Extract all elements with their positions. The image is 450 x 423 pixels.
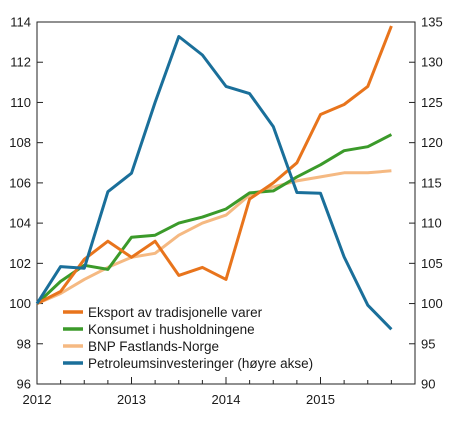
left-tick-label: 108 [9, 135, 31, 150]
left-tick-label: 110 [10, 95, 31, 110]
left-tick-label: 100 [9, 296, 31, 311]
legend: Eksport av tradisjonelle varer Konsumet … [63, 305, 313, 371]
x-tick-labels: 2012 2013 2014 2015 [23, 392, 335, 407]
series-line-eksport [36, 25, 393, 305]
left-tick-label: 112 [10, 55, 31, 70]
legend-label-bnp: BNP Fastlands-Norge [88, 339, 219, 354]
right-axis-tick-labels: 90 95 100 105 110 115 120 125 130 135 [421, 15, 443, 392]
left-tick-label: 98 [17, 336, 31, 351]
x-tick-marks [36, 377, 416, 384]
left-tick-label: 96 [17, 377, 31, 392]
left-tick-label: 102 [9, 256, 31, 271]
x-tick-label-2012: 2012 [23, 392, 52, 407]
series-lines [35, 25, 393, 331]
right-tick-label: 95 [421, 336, 435, 351]
series-line-konsum [35, 133, 393, 305]
right-tick-label: 120 [421, 135, 443, 150]
right-tick-label: 135 [421, 15, 443, 30]
left-tick-label: 106 [9, 175, 31, 190]
right-tick-label: 110 [421, 216, 442, 231]
series-line-petroleum [35, 35, 393, 331]
right-tick-label: 130 [421, 55, 443, 70]
right-tick-label: 90 [421, 377, 435, 392]
x-tick-label-2014: 2014 [212, 392, 241, 407]
legend-label-petroleum: Petroleumsinvesteringer (høyre akse) [88, 356, 313, 371]
left-tick-label: 114 [10, 15, 31, 30]
legend-label-konsum: Konsumet i husholdningene [88, 322, 255, 337]
left-axis-tick-labels: 96 98 100 102 104 106 108 110 112 114 [9, 15, 31, 392]
right-tick-label: 125 [421, 95, 443, 110]
x-tick-label-2015: 2015 [306, 392, 335, 407]
right-tick-label: 115 [421, 175, 442, 190]
right-tick-label: 105 [421, 256, 443, 271]
left-tick-label: 104 [9, 216, 31, 231]
right-tick-label: 100 [421, 296, 443, 311]
series-line-bnp [36, 169, 392, 305]
x-tick-label-2013: 2013 [117, 392, 146, 407]
legend-label-eksport: Eksport av tradisjonelle varer [88, 305, 263, 320]
